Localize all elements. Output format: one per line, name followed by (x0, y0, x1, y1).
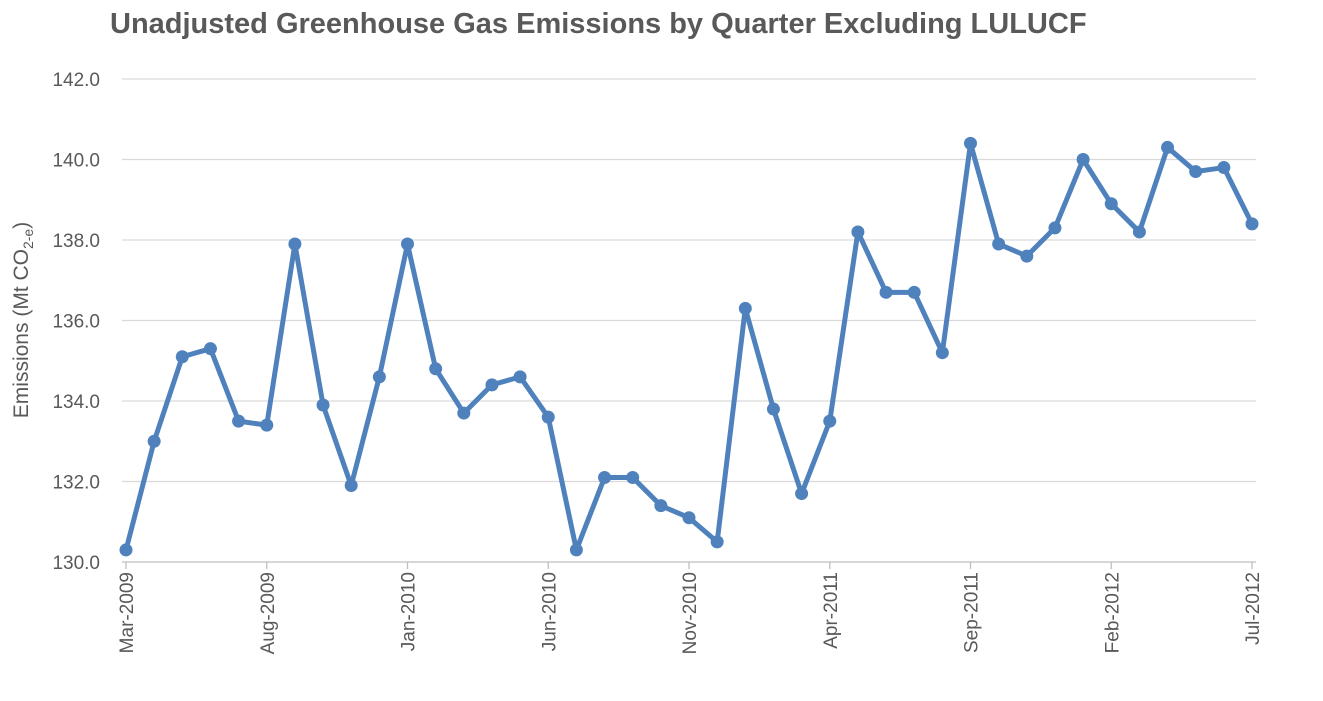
y-tick-label: 138.0 (52, 231, 100, 252)
gridlines (122, 78, 1256, 483)
data-point (1161, 140, 1175, 154)
data-point (288, 237, 302, 251)
data-point (851, 225, 865, 239)
data-point (344, 479, 358, 493)
data-point (232, 414, 246, 428)
y-axis-ticks: 130.0 132.0 134.0 136.0 138.0 140.0 142.0 (52, 70, 100, 574)
data-point (119, 543, 133, 557)
data-point (569, 543, 583, 557)
chart-title: Unadjusted Greenhouse Gas Emissions by Q… (110, 8, 1087, 40)
data-point (1189, 165, 1203, 179)
data-point (992, 237, 1006, 251)
y-tick-label: 136.0 (52, 312, 100, 333)
data-point (1048, 221, 1062, 235)
data-point (710, 535, 724, 549)
data-point (1132, 225, 1146, 239)
x-tick-label: Jun-2010 (539, 572, 560, 651)
data-point (1217, 161, 1231, 175)
y-tick-label: 142.0 (52, 70, 100, 91)
y-axis-label-subscript: 2-e (20, 229, 36, 249)
data-point (823, 414, 837, 428)
data-point (457, 406, 471, 420)
data-point (1245, 217, 1259, 231)
data-point (907, 285, 921, 299)
y-axis-label-end: ) (10, 222, 33, 229)
data-point (1104, 197, 1118, 211)
data-point (203, 342, 217, 356)
data-point (682, 511, 696, 525)
x-tick-label: Aug-2009 (258, 572, 279, 654)
data-point (964, 136, 977, 150)
data-point (429, 362, 443, 376)
data-point (766, 402, 780, 416)
data-point (626, 470, 640, 484)
data-point (1020, 249, 1034, 263)
x-tick-label: Mar-2009 (117, 572, 138, 653)
y-tick-label: 134.0 (52, 392, 100, 413)
emissions-series (119, 136, 1259, 557)
data-point (485, 378, 499, 392)
data-point (935, 346, 949, 360)
data-point (879, 285, 893, 299)
data-point (513, 370, 527, 384)
x-tick-label: Jan-2010 (399, 572, 420, 651)
x-tick-label: Nov-2010 (680, 572, 701, 654)
data-point (147, 434, 161, 448)
y-tick-label: 130.0 (52, 553, 100, 574)
y-tick-label: 140.0 (52, 151, 100, 172)
x-tick-label: Sep-2011 (962, 572, 983, 653)
data-point (260, 418, 274, 432)
data-point (738, 301, 752, 315)
x-tick-label: Apr-2011 (821, 572, 842, 649)
y-tick-label: 132.0 (52, 473, 100, 494)
series-line (123, 140, 1255, 553)
data-point (654, 499, 668, 513)
data-point (598, 470, 612, 484)
x-axis: Mar-2009 Aug-2009 Jan-2010 Jun-2010 Nov-2010… (117, 561, 1264, 654)
y-axis-label-main: Emissions (Mt CO (10, 249, 33, 418)
x-tick-label: Feb-2012 (1102, 572, 1123, 653)
data-point (401, 237, 414, 251)
data-point (316, 398, 330, 412)
data-point (795, 487, 809, 501)
data-point (541, 410, 555, 424)
data-point (372, 370, 386, 384)
y-axis-label: Emissions (Mt CO2-e) (10, 222, 36, 418)
x-tick-label: Jul-2012 (1243, 572, 1264, 645)
data-point (175, 350, 189, 364)
data-point (1076, 153, 1090, 166)
